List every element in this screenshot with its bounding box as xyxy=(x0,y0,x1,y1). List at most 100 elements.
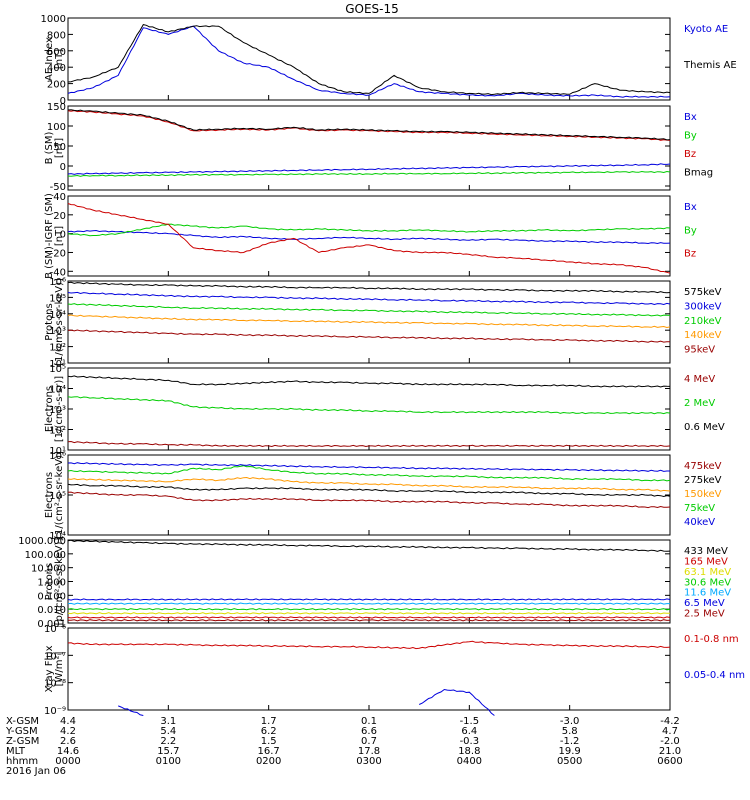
y-tick-label: 600 xyxy=(47,47,66,58)
y-tick-label: 200 xyxy=(47,80,66,91)
y-tick-label: 10³ xyxy=(49,405,66,416)
y-tick-label: 10³ xyxy=(49,326,66,337)
panel-3: 10¹ 10² 10³ 10⁴ 10⁵ 10⁶ Protons [1/(cm²-s-sr-ke… xyxy=(44,277,722,370)
x-axis-date: 2016 Jan 06 xyxy=(6,766,66,777)
x-column-value: 6.4 xyxy=(461,726,477,737)
x-column-value: 0100 xyxy=(156,756,181,767)
x-column-value: 1.5 xyxy=(261,736,277,747)
x-row-label: Y-GSM xyxy=(5,726,38,737)
y-tick-label: 10⁴ xyxy=(49,385,66,396)
y-tick-label: 1000 xyxy=(41,14,66,25)
y-tick-label: 20 xyxy=(53,211,66,222)
x-column-value: 5.4 xyxy=(160,726,176,737)
x-column-value: 17.8 xyxy=(358,746,380,757)
y-tick-label: 0.010 xyxy=(37,605,66,616)
y-tick-label: 800 xyxy=(47,30,66,41)
legend-label: 63.1 MeV xyxy=(684,567,731,578)
legend-label: By xyxy=(684,131,697,142)
panel-frame xyxy=(67,539,671,624)
y-tick-label: -20 xyxy=(50,248,66,259)
y-axis-label: Electrons xyxy=(44,472,55,518)
legend-label: 150keV xyxy=(684,489,722,500)
y-axis-unit: [1/(cm²-s-sr-keV)] xyxy=(54,278,65,366)
series-line-bz xyxy=(67,203,671,274)
x-column-value: -4.2 xyxy=(660,716,680,727)
panel-5: 10⁴ 10⁵ 10⁶ Electrons [1/(cm²-s-sr-keV)] 475k… xyxy=(44,451,722,542)
legend-label: 0.1-0.8 nm xyxy=(684,634,739,645)
series-line-0-6-mev xyxy=(67,375,671,388)
legend-label: Bmag xyxy=(684,168,713,179)
series-line-0-1-0-8-nm xyxy=(67,640,671,650)
x-column-value: 2.6 xyxy=(60,736,76,747)
x-column-value: 16.7 xyxy=(258,746,280,757)
series-line-themis-ae xyxy=(67,24,671,96)
series-line-150kev xyxy=(67,476,671,492)
panel-frame xyxy=(67,627,671,711)
y-tick-label: 10.000 xyxy=(31,564,66,575)
legend-label: 11.6 MeV xyxy=(684,588,731,599)
panel-frame xyxy=(67,17,671,101)
y-axis-label: Xray Flux xyxy=(44,645,55,692)
y-tick-label: 1000.000 xyxy=(18,536,66,547)
y-tick-label: 10⁻⁶ xyxy=(44,624,66,635)
y-tick-label: 0 xyxy=(60,96,66,107)
y-tick-label: 10⁻⁷ xyxy=(44,651,66,662)
x-column-value: 15.7 xyxy=(157,746,179,757)
x-column-value: 0.7 xyxy=(361,736,377,747)
y-tick-label: 0 xyxy=(60,230,66,241)
x-column-value: 0000 xyxy=(55,756,80,767)
series-line-bx xyxy=(67,229,671,245)
panel-2: -40 -20 0 20 40B (SM)-IGRF (SM) [nT] Bx By Bz xyxy=(44,192,697,279)
y-axis-label: Protons xyxy=(44,563,55,600)
y-tick-label: 150 xyxy=(47,102,66,113)
x-row-label: MLT xyxy=(6,746,26,757)
x-column-value: 4.2 xyxy=(60,726,76,737)
x-column-value: -2.0 xyxy=(660,736,680,747)
legend-label: 0.6 MeV xyxy=(684,422,725,433)
x-column-value: 0500 xyxy=(557,756,582,767)
series-line-300kev xyxy=(67,291,671,306)
series-line-6-5-mev xyxy=(67,598,671,601)
y-axis-unit: [nT] xyxy=(54,226,65,246)
x-column-value: 1.7 xyxy=(261,716,277,727)
legend-label: Bx xyxy=(684,112,697,123)
series-line-0-05-0-4-nm xyxy=(118,688,495,716)
legend-label: 140keV xyxy=(684,330,722,341)
x-column-value: 5.8 xyxy=(562,726,578,737)
y-tick-label: 1.000 xyxy=(37,578,66,589)
y-tick-label: 100.000 xyxy=(25,550,66,561)
legend-label: Bz xyxy=(684,249,696,260)
x-column-value: 2.2 xyxy=(160,736,176,747)
legend-label: 275keV xyxy=(684,475,722,486)
legend-label: 433 MeV xyxy=(684,546,728,557)
y-tick-label: 10¹ xyxy=(49,446,66,457)
legend-label: 6.5 MeV xyxy=(684,598,725,609)
panel-1: -50 0 50 100 150 B (SM) [nT] Bx By Bz Bmag xyxy=(44,102,713,193)
series-line-bmag xyxy=(67,109,671,141)
x-column-value: 0400 xyxy=(457,756,482,767)
x-column-value: 18.8 xyxy=(458,746,480,757)
x-column-value: 0600 xyxy=(657,756,682,767)
y-tick-label: 10² xyxy=(49,426,66,437)
series-line-575kev xyxy=(67,281,671,294)
y-tick-label: 10⁶ xyxy=(49,451,66,462)
y-tick-label: 0 xyxy=(60,162,66,173)
y-axis-unit: [1/(cm²-s-sr-keV)] xyxy=(54,451,65,539)
series-line-kyoto-ae xyxy=(67,25,671,98)
legend-label: 2.5 MeV xyxy=(684,609,725,620)
y-tick-label: 10¹ xyxy=(49,359,66,370)
series-line-140kev xyxy=(67,314,671,329)
y-axis-unit: [nT] xyxy=(54,49,65,69)
legend-label: 300keV xyxy=(684,301,722,312)
legend-label: Kyoto AE xyxy=(684,24,728,35)
legend-label: By xyxy=(684,225,697,236)
legend-label: 575keV xyxy=(684,287,722,298)
x-column-value: -1.2 xyxy=(560,736,580,747)
chart-title: GOES-15 xyxy=(345,2,399,16)
series-line-bz xyxy=(67,110,671,141)
y-tick-label: 10⁶ xyxy=(49,277,66,288)
legend-label: 165 MeV xyxy=(684,556,728,567)
x-column-value: 6.6 xyxy=(361,726,377,737)
